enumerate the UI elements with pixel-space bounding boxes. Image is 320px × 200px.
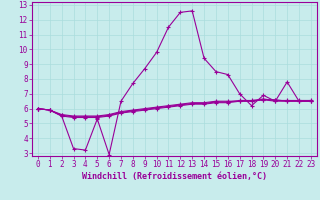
X-axis label: Windchill (Refroidissement éolien,°C): Windchill (Refroidissement éolien,°C) [82, 172, 267, 181]
